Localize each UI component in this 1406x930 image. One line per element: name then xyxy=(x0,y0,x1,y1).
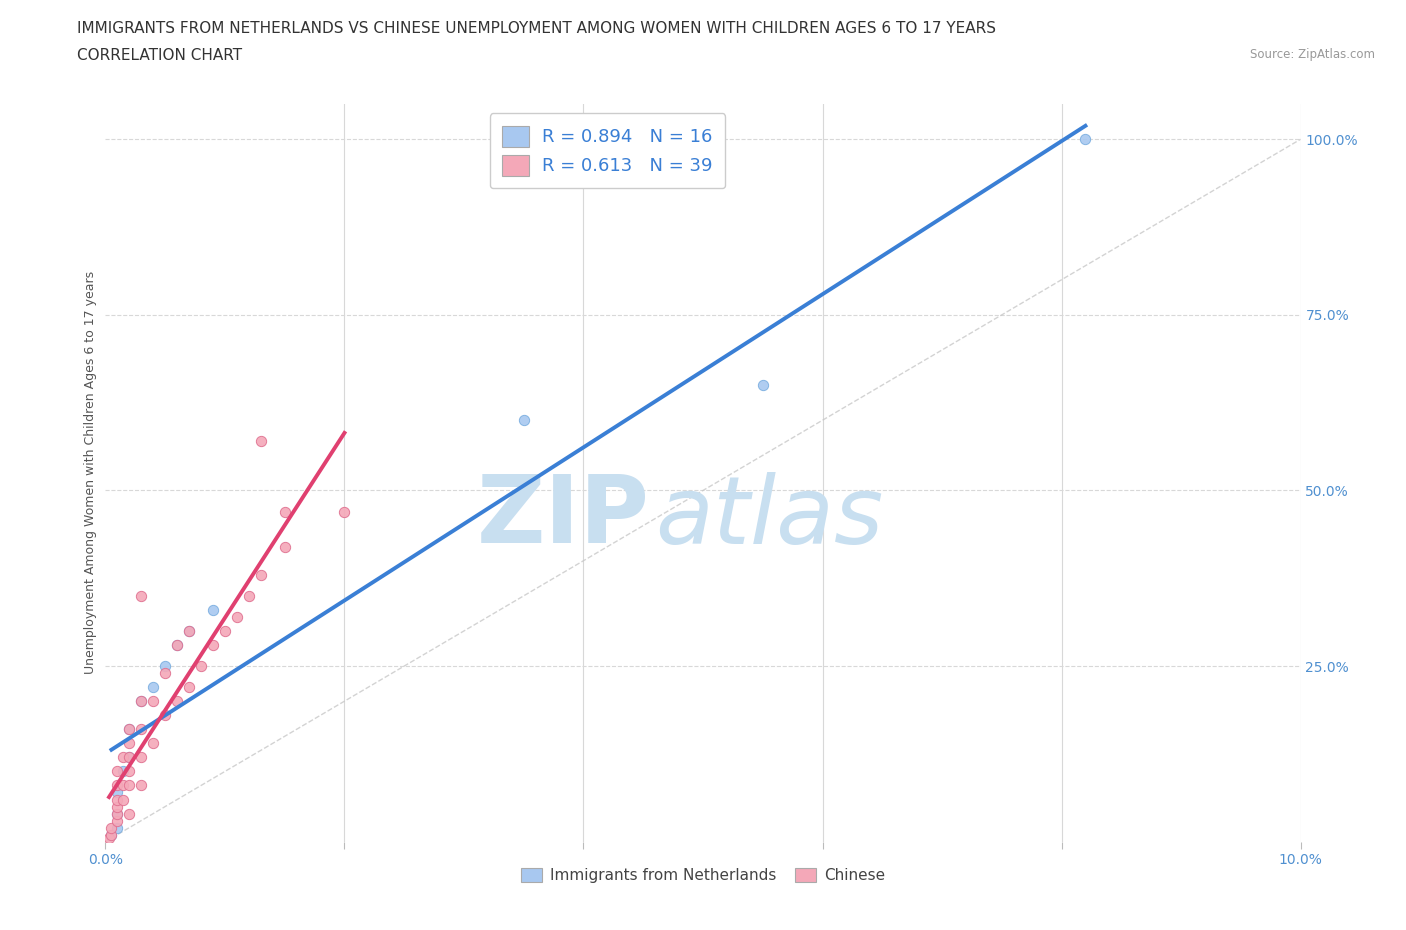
Point xyxy=(118,736,141,751)
Point xyxy=(112,764,135,778)
Point xyxy=(107,799,129,814)
Point xyxy=(225,609,249,624)
Point xyxy=(142,694,165,709)
Point xyxy=(513,413,536,428)
Point xyxy=(238,589,260,604)
Point xyxy=(107,806,129,821)
Point xyxy=(166,638,188,653)
Point xyxy=(107,792,129,807)
Text: atlas: atlas xyxy=(655,472,883,563)
Point xyxy=(250,567,273,582)
Point xyxy=(129,589,153,604)
Point xyxy=(177,623,201,638)
Point xyxy=(129,694,153,709)
Point xyxy=(107,806,129,821)
Point xyxy=(273,539,295,554)
Point xyxy=(107,820,129,835)
Point xyxy=(166,694,188,709)
Y-axis label: Unemployment Among Women with Children Ages 6 to 17 years: Unemployment Among Women with Children A… xyxy=(84,272,97,674)
Point xyxy=(98,830,121,845)
Point xyxy=(112,750,135,764)
Point xyxy=(166,638,188,653)
Point xyxy=(129,722,153,737)
Point xyxy=(112,778,135,793)
Point xyxy=(155,708,177,723)
Text: ZIP: ZIP xyxy=(477,472,650,564)
Legend: Immigrants from Netherlands, Chinese: Immigrants from Netherlands, Chinese xyxy=(515,861,891,889)
Point xyxy=(155,658,177,673)
Point xyxy=(107,764,129,778)
Point xyxy=(129,694,153,709)
Point xyxy=(177,680,201,695)
Point xyxy=(1074,132,1097,147)
Point xyxy=(100,820,122,835)
Text: IMMIGRANTS FROM NETHERLANDS VS CHINESE UNEMPLOYMENT AMONG WOMEN WITH CHILDREN AG: IMMIGRANTS FROM NETHERLANDS VS CHINESE U… xyxy=(77,21,997,36)
Text: Source: ZipAtlas.com: Source: ZipAtlas.com xyxy=(1250,48,1375,61)
Point xyxy=(107,778,129,793)
Point xyxy=(202,603,225,618)
Point xyxy=(118,778,141,793)
Point xyxy=(107,813,129,828)
Point xyxy=(273,504,295,519)
Point xyxy=(100,827,122,842)
Point xyxy=(118,750,141,764)
Point xyxy=(118,806,141,821)
Point xyxy=(112,792,135,807)
Point xyxy=(202,638,225,653)
Point xyxy=(118,722,141,737)
Text: CORRELATION CHART: CORRELATION CHART xyxy=(77,48,242,63)
Point xyxy=(177,623,201,638)
Point xyxy=(155,666,177,681)
Point xyxy=(129,778,153,793)
Point xyxy=(190,658,212,673)
Point xyxy=(751,378,773,392)
Point xyxy=(333,504,356,519)
Point xyxy=(100,827,122,842)
Point xyxy=(142,736,165,751)
Point xyxy=(250,434,273,449)
Point xyxy=(118,764,141,778)
Point xyxy=(142,680,165,695)
Point xyxy=(129,750,153,764)
Point xyxy=(118,722,141,737)
Point xyxy=(107,785,129,800)
Point xyxy=(214,623,236,638)
Point xyxy=(118,750,141,764)
